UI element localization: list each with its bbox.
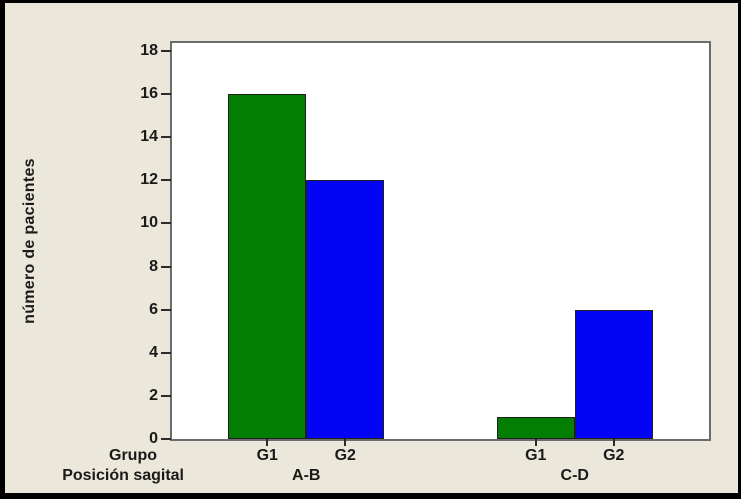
y-tick-label: 8	[149, 257, 158, 275]
y-tick-mark	[161, 308, 171, 311]
bar-C-D-G2	[574, 309, 653, 439]
bar-A-B-G1	[228, 94, 307, 439]
y-tick-label: 16	[140, 85, 158, 103]
x-tick-mark	[612, 439, 615, 446]
y-tick-mark	[161, 222, 171, 225]
bar-label-G2: G2	[603, 447, 625, 464]
x-tick-mark	[344, 439, 347, 446]
y-tick-label: 18	[140, 42, 158, 59]
y-tick-mark	[161, 179, 171, 182]
y-tick-mark	[161, 93, 171, 96]
y-tick-label: 14	[140, 128, 158, 146]
y-tick-mark	[161, 438, 171, 440]
bar-label-G2: G2	[334, 447, 356, 464]
x-tick-mark	[534, 439, 537, 446]
y-tick-mark	[161, 394, 171, 397]
category-label-C-D: C-D	[560, 467, 589, 484]
bar-A-B-G2	[306, 180, 385, 439]
x-tick-mark	[266, 439, 269, 446]
category-axis-label: Posición sagital	[62, 467, 184, 484]
y-tick-label: 6	[149, 300, 158, 318]
bar-label-G1: G1	[525, 447, 547, 464]
bar-label-G1: G1	[256, 447, 278, 464]
chart-canvas: número de pacientes 0 2 4 6 8 10 12 14 16 18 G1 G2…	[5, 3, 738, 493]
group-axis-label: Grupo	[109, 447, 157, 464]
y-tick-label: 2	[149, 386, 158, 404]
y-tick-mark	[161, 136, 171, 139]
y-tick-mark	[161, 265, 171, 268]
y-axis-title: número de pacientes	[21, 158, 38, 324]
y-tick-label: 12	[140, 171, 158, 189]
bar-C-D-G1	[496, 417, 575, 439]
y-tick-label: 4	[149, 343, 158, 361]
y-tick-label: 10	[140, 214, 158, 232]
y-tick-mark	[161, 50, 171, 52]
category-label-A-B: A-B	[292, 467, 321, 484]
y-tick-mark	[161, 351, 171, 354]
y-tick-label: 0	[149, 430, 158, 447]
